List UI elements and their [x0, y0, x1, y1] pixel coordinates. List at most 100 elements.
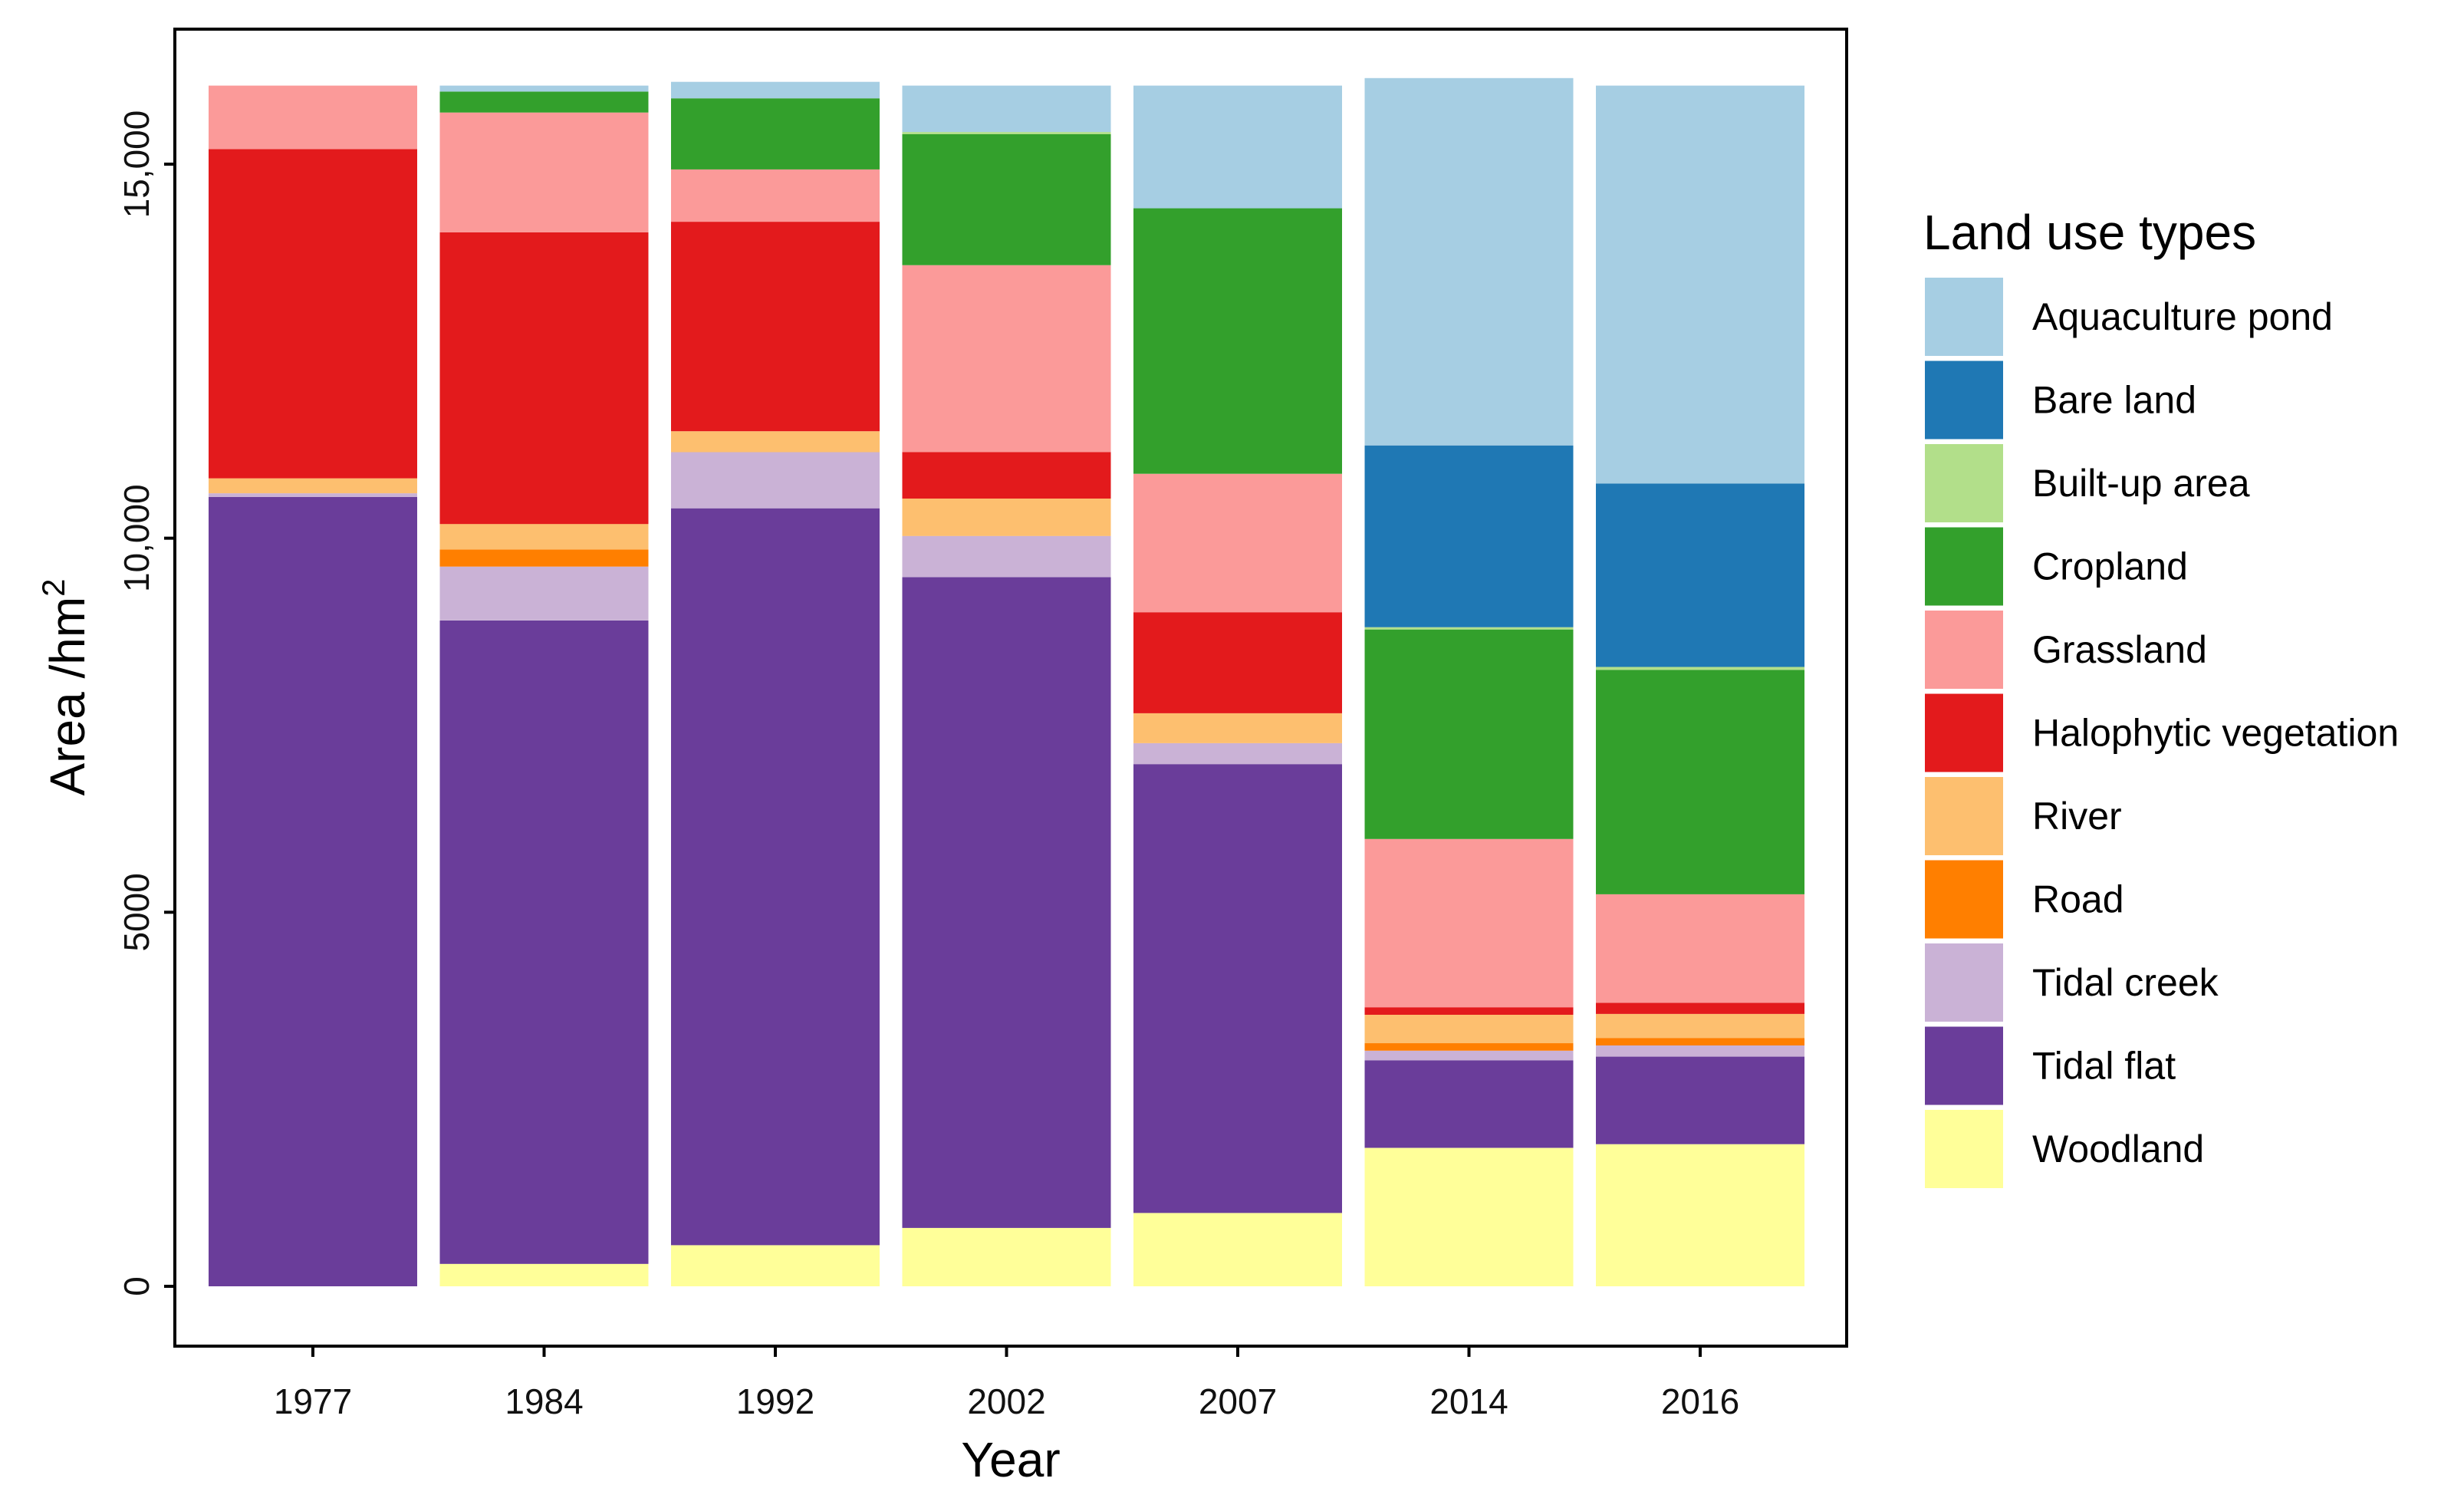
bar-segment-2002-tidal-creek	[902, 535, 1111, 578]
legend-label: Tidal creek	[2032, 961, 2219, 1004]
legend-key-tidal-creek	[1925, 943, 2003, 1022]
legend-key-river	[1925, 777, 2003, 855]
bar-segment-2007-woodland	[1133, 1213, 1342, 1286]
legend: Aquaculture pond Bare land Built-up area Cr…	[1925, 278, 2399, 1188]
x-tick-label: 2014	[1429, 1381, 1508, 1421]
bar-segment-2016-cropland	[1596, 670, 1804, 894]
x-tick-label: 2007	[1199, 1381, 1277, 1421]
bar-segment-1984-halophytic-vegetation	[439, 232, 649, 525]
bar-segment-2002-woodland	[902, 1227, 1111, 1286]
bar-segment-2007-tidal-creek	[1133, 742, 1342, 765]
bar-segment-2002-built-up-area	[902, 132, 1111, 134]
legend-label: Built-up area	[2032, 462, 2250, 505]
bar-segment-2002-tidal-flat	[902, 577, 1111, 1228]
bar-segment-2002-grassland	[902, 265, 1111, 453]
bar-segment-2016-tidal-flat	[1596, 1056, 1804, 1144]
y-tick-label: 15,000	[117, 110, 156, 219]
bar-segment-1977-tidal-flat	[209, 497, 417, 1286]
bar-segment-2002-halophytic-vegetation	[902, 452, 1111, 499]
bar-segment-2016-woodland	[1596, 1144, 1804, 1286]
bar-segment-2014-grassland	[1364, 838, 1574, 1008]
y-tick-label: 5000	[117, 873, 156, 951]
bar-segment-1984-cropland	[439, 91, 649, 113]
legend-key-bare-land	[1925, 361, 2003, 440]
legend-key-aquaculture-pond	[1925, 278, 2003, 356]
legend-label: Aquaculture pond	[2032, 295, 2333, 338]
legend-key-woodland	[1925, 1110, 2003, 1188]
y-axis: 0 5000 10,000 15,000	[117, 110, 175, 1296]
bar-segment-2007-cropland	[1133, 208, 1342, 474]
x-tick-label: 1992	[736, 1381, 814, 1421]
legend-label: Halophytic vegetation	[2032, 712, 2399, 755]
legend-key-halophytic-vegetation	[1925, 693, 2003, 772]
bar-segment-2014-bare-land	[1364, 445, 1574, 627]
bar-segment-2016-tidal-creek	[1596, 1045, 1804, 1057]
bar-segment-2014-halophytic-vegetation	[1364, 1007, 1574, 1015]
bar-segment-1977-river	[209, 478, 417, 494]
bar-segment-2016-halophytic-vegetation	[1596, 1003, 1804, 1014]
bar-segment-2016-road	[1596, 1038, 1804, 1045]
x-axis: 1977 1984 1992 2002 2007 2014 2016	[274, 1346, 1739, 1421]
bar-segment-1992-river	[671, 431, 880, 453]
legend-key-built-up-area	[1925, 444, 2003, 522]
bar-segment-1992-cropland	[671, 98, 880, 170]
y-axis-title-main: Area /hm	[40, 597, 95, 796]
bar-segment-1984-tidal-flat	[439, 621, 649, 1264]
plot-panel-border	[173, 28, 1848, 1348]
legend-label: River	[2032, 795, 2122, 838]
bar-segment-2014-aquaculture-pond	[1364, 77, 1574, 446]
legend-label: Grassland	[2032, 628, 2207, 671]
bar-segment-1984-river	[439, 524, 649, 550]
legend-title: Land use types	[1923, 205, 2256, 260]
legend-key-road	[1925, 860, 2003, 939]
bar-segment-2007-halophytic-vegetation	[1133, 612, 1342, 713]
bar-segment-2007-river	[1133, 713, 1342, 743]
bar-segment-1984-grassland	[439, 112, 649, 232]
legend-label: Woodland	[2032, 1128, 2204, 1170]
bar-segment-1977-halophytic-vegetation	[209, 149, 417, 479]
bar-segment-2007-aquaculture-pond	[1133, 85, 1342, 209]
y-tick-label: 10,000	[117, 484, 156, 592]
bar-segment-2016-aquaculture-pond	[1596, 85, 1804, 484]
y-axis-title: Area /hm2	[35, 578, 95, 795]
bar-segment-2002-aquaculture-pond	[902, 85, 1111, 133]
bar-segment-2007-grassland	[1133, 473, 1342, 613]
bar-segment-2014-built-up-area	[1364, 627, 1574, 630]
legend-label: Cropland	[2032, 545, 2188, 588]
bar-segment-2014-woodland	[1364, 1147, 1574, 1286]
bar-segment-1984-road	[439, 549, 649, 567]
bar-segment-1984-tidal-creek	[439, 566, 649, 621]
bar-segment-2014-road	[1364, 1043, 1574, 1051]
bar-segment-2002-river	[902, 499, 1111, 536]
x-tick-label: 1977	[274, 1381, 352, 1421]
bar-segment-2016-river	[1596, 1014, 1804, 1039]
bar-segment-2014-cropland	[1364, 629, 1574, 839]
bar-segment-1992-grassland	[671, 169, 880, 222]
x-axis-title: Year	[961, 1432, 1060, 1487]
x-tick-label: 2016	[1661, 1381, 1739, 1421]
bar-segment-1977-grassland	[209, 85, 417, 150]
bar-segment-1992-woodland	[671, 1245, 880, 1286]
bar-segment-1984-aquaculture-pond	[439, 85, 649, 92]
legend-label: Bare land	[2032, 379, 2196, 422]
legend-key-cropland	[1925, 527, 2003, 606]
bar-segment-1977-tidal-creek	[209, 493, 417, 497]
bar-segment-2014-tidal-creek	[1364, 1050, 1574, 1061]
bar-segment-1992-tidal-creek	[671, 452, 880, 509]
bar-segment-1992-aquaculture-pond	[671, 81, 880, 99]
bar-segment-2007-tidal-flat	[1133, 764, 1342, 1213]
legend-label: Tidal flat	[2032, 1045, 2176, 1088]
bars-layer	[209, 77, 1804, 1286]
x-tick-label: 1984	[505, 1381, 583, 1421]
bar-segment-2014-river	[1364, 1015, 1574, 1044]
bar-segment-2016-bare-land	[1596, 483, 1804, 667]
x-tick-label: 2002	[967, 1381, 1045, 1421]
legend-label: Road	[2032, 878, 2124, 921]
bar-segment-1992-tidal-flat	[671, 508, 880, 1246]
bar-segment-2016-built-up-area	[1596, 667, 1804, 670]
bar-segment-2014-tidal-flat	[1364, 1060, 1574, 1148]
y-axis-title-superscript: 2	[35, 578, 71, 596]
bar-segment-2002-cropland	[902, 134, 1111, 265]
legend-key-grassland	[1925, 611, 2003, 689]
